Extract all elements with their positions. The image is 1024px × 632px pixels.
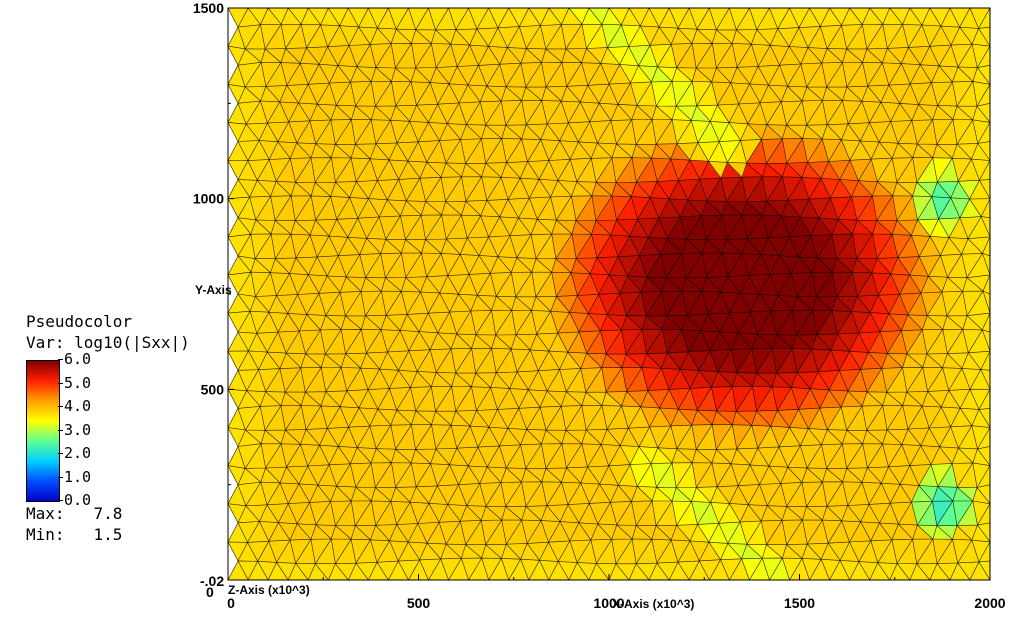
y-tick-label: 1500 [193, 0, 224, 16]
y-axis-title: Y-Axis [195, 283, 232, 297]
y-tick-label: 500 [201, 381, 225, 397]
min-value: 1.5 [93, 525, 123, 544]
legend-variable: Var: log10(|Sxx|) [26, 333, 190, 352]
x-axis-title: X-Axis (x10^3) [612, 597, 694, 611]
x-tick-label: 0 [227, 595, 235, 611]
legend-plot-type: Pseudocolor [26, 312, 132, 331]
legend: Pseudocolor Var: log10(|Sxx|) 6.0 5.0 4.… [26, 312, 190, 546]
x-tick-label: 1500 [784, 595, 815, 611]
max-label: Max: [26, 504, 65, 523]
max-value: 7.8 [93, 504, 123, 523]
z-axis-title: Z-Axis (x10^3) [228, 583, 310, 597]
colorbar-tick: 5.0 [57, 374, 92, 392]
colorbar-tick: 1.0 [57, 468, 92, 486]
legend-min: Min: 1.5 [26, 525, 190, 546]
y-tick-label: 1000 [193, 191, 224, 207]
origin-label-z: 0 [206, 584, 214, 600]
colorbar-tick: 0.0 [57, 491, 92, 509]
colorbar: 6.0 5.0 4.0 3.0 2.0 1.0 0.0 [26, 350, 190, 509]
colorbar-tick: 4.0 [57, 397, 92, 415]
x-tick-label: 2000 [974, 595, 1005, 611]
legend-max: Max: 7.8 [26, 504, 190, 525]
colorbar-gradient [26, 360, 60, 502]
colorbar-tick: 3.0 [57, 421, 92, 439]
colorbar-tick: 2.0 [57, 444, 92, 462]
x-tick-label: 500 [407, 595, 431, 611]
min-label: Min: [26, 525, 65, 544]
colorbar-tick: 6.0 [57, 350, 92, 368]
